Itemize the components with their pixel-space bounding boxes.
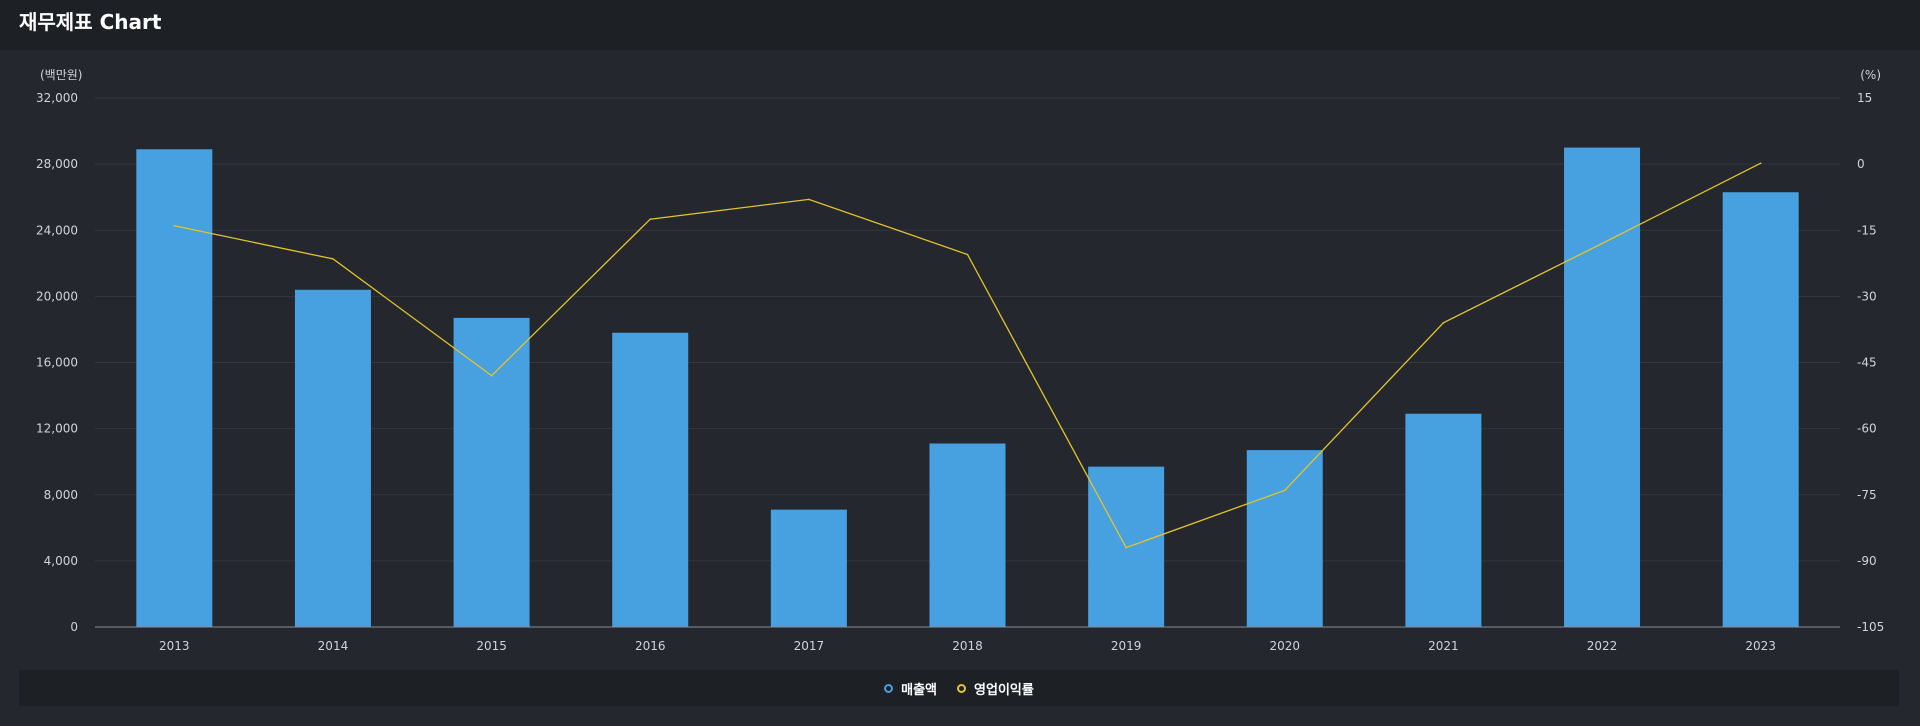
line-series-margin [173,162,1762,549]
y-right-tick-label: 0 [1857,157,1865,171]
line-point [332,258,334,260]
bar [770,509,847,627]
bar [612,332,689,627]
x-tick-label: 2014 [318,639,349,653]
y-right-tick-label: -15 [1857,223,1877,237]
line-point [649,218,652,221]
y-left-tick-label: 32,000 [36,91,78,105]
line-point [1442,322,1445,324]
page-title: 재무제표 Chart [19,10,162,34]
y-right-tick-label: -30 [1857,289,1877,303]
combo-chart: 0 4,000 8,000 12,000 16,000 20,000 24,000 28,00… [36,68,1884,653]
x-tick-label: 2021 [1428,639,1459,653]
x-tick-label: 2018 [952,639,983,653]
y-right-unit-label: (%) [1860,68,1881,82]
bar [294,289,371,627]
bar [1564,147,1641,627]
bar [453,317,530,627]
chart-area: 0 4,000 8,000 12,000 16,000 20,000 24,000 28,00… [0,50,1920,670]
chart-legend: 매출액 영업이익률 [19,670,1899,706]
bar [1405,413,1482,627]
line-point [490,374,493,377]
y-right-tick-label: -105 [1857,620,1884,634]
bar [136,149,213,627]
line-point [1125,546,1127,549]
x-tick-label: 2022 [1587,639,1618,653]
y-left-tick-label: 28,000 [36,157,78,171]
line-point [1601,242,1603,245]
x-tick-label: 2023 [1745,639,1776,653]
y-left-tick-label: 24,000 [36,223,78,237]
bar-series-sales [136,147,1799,627]
y-left-tick-label: 4,000 [44,554,78,568]
x-tick-label: 2016 [635,639,666,653]
y-left-tick-label: 8,000 [44,488,78,502]
legend-label-margin: 영업이익률 [974,682,1034,698]
bar [1246,450,1323,627]
legend-item-margin[interactable]: 영업이익률 [957,679,1034,698]
sales-marker-icon [884,683,894,693]
chart-header: 재무제표 Chart [0,0,1920,50]
y-right-tick-label: -45 [1857,356,1877,370]
line-point [1283,489,1286,492]
y-left-tick-label: 16,000 [36,356,78,370]
y-right-tick-label: -60 [1857,422,1877,436]
y-left-tick-label: 20,000 [36,289,78,303]
margin-marker-icon [957,683,967,693]
y-left-tick-label: 0 [70,620,78,634]
x-tick-label: 2020 [1269,639,1300,653]
axes: 0 4,000 8,000 12,000 16,000 20,000 24,000 28,00… [36,91,1884,653]
y-right-tick-label: -75 [1857,488,1877,502]
line-point [808,198,810,201]
grid-lines [95,97,1840,562]
x-tick-label: 2015 [476,639,507,653]
bar [929,443,1006,627]
line-point [966,253,969,256]
y-right-tick-label: -90 [1857,554,1877,568]
y-left-unit-label: (백만원) [40,68,82,82]
bar [1722,192,1799,627]
x-tick-label: 2019 [1111,639,1142,653]
y-left-tick-label: 12,000 [36,422,78,436]
legend-label-sales: 매출액 [901,682,938,698]
x-tick-label: 2017 [794,639,825,653]
legend-item-sales[interactable]: 매출액 [884,679,937,698]
y-right-tick-label: 15 [1857,91,1872,105]
line-point [173,225,176,227]
line-point [1759,162,1762,165]
x-tick-label: 2013 [159,639,190,653]
